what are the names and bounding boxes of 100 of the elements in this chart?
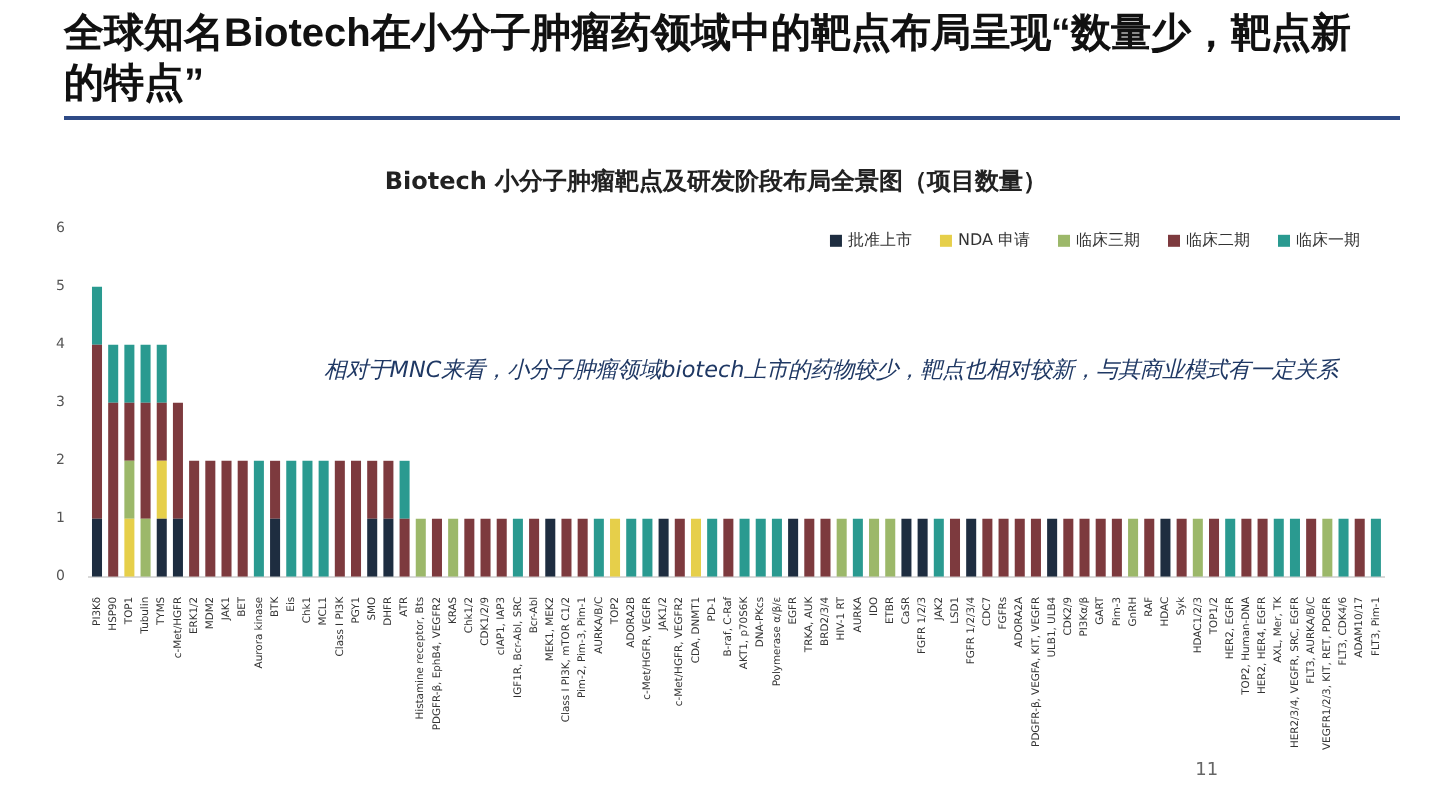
bar: [1095, 518, 1106, 577]
bar: [788, 518, 799, 577]
bar: [399, 460, 410, 519]
bar: [448, 518, 459, 577]
bar: [917, 518, 928, 577]
bar: [91, 518, 103, 577]
bar: [593, 518, 604, 577]
bar: [1014, 518, 1025, 577]
bar: [91, 344, 103, 519]
bar: [1257, 518, 1268, 577]
bar: [124, 518, 135, 577]
legend-label: 临床二期: [1186, 230, 1250, 249]
bar: [351, 460, 362, 577]
bar: [804, 518, 815, 577]
bar: [253, 460, 264, 577]
bar: [512, 518, 523, 577]
bar: [1241, 518, 1252, 577]
bar: [642, 518, 653, 577]
bar: [933, 518, 944, 577]
bar: [1370, 518, 1381, 577]
bar: [318, 460, 329, 577]
legend-label: NDA 申请: [957, 230, 1031, 249]
bar: [1063, 518, 1074, 577]
bar: [1192, 518, 1203, 577]
bar: [901, 518, 912, 577]
bar: [658, 518, 669, 577]
bar: [820, 518, 831, 577]
bar: [237, 460, 248, 577]
bar: [431, 518, 442, 577]
bar: [172, 518, 183, 577]
bar: [982, 518, 993, 577]
bar: [334, 460, 345, 577]
bar: [124, 344, 135, 403]
bar: [529, 518, 540, 577]
bar: [626, 518, 637, 577]
legend-label: 临床三期: [1076, 230, 1140, 249]
bar: [836, 518, 847, 577]
bar: [690, 518, 701, 577]
bar: [1354, 518, 1365, 577]
bar: [966, 518, 977, 577]
bar: [464, 518, 475, 577]
bar: [852, 518, 863, 577]
bar: [1079, 518, 1090, 577]
bar: [286, 460, 297, 577]
bar: [367, 518, 378, 577]
bar: [885, 518, 896, 577]
bar: [707, 518, 718, 577]
bar: [610, 518, 621, 577]
bar: [1160, 518, 1171, 577]
bar: [869, 518, 880, 577]
bar: [1111, 518, 1122, 577]
bar: [739, 518, 750, 577]
bar: [156, 344, 167, 403]
bar: [577, 518, 588, 577]
bar: [1289, 518, 1300, 577]
bar: [561, 518, 572, 577]
bar: [998, 518, 1009, 577]
bar: [302, 460, 313, 577]
bar: [221, 460, 232, 577]
bar: [140, 518, 151, 577]
bar: [270, 460, 281, 519]
bar: [172, 402, 183, 519]
bar: [108, 402, 119, 577]
bar: [755, 518, 766, 577]
bar: [1209, 518, 1220, 577]
chart-title: 全球知名Biotech在小分子肿瘤药领域中的靶点布局呈现“数量少，靶点新的特点”: [64, 10, 1400, 120]
bar: [270, 518, 281, 577]
bar: [205, 460, 216, 577]
bar: [545, 518, 556, 577]
bar: [415, 518, 426, 577]
chart-subtitle: Biotech 小分子肿瘤靶点及研发阶段布局全景图（项目数量）: [384, 166, 1048, 195]
bar: [480, 518, 491, 577]
bar: [140, 402, 151, 519]
bar: [1030, 518, 1041, 577]
legend-label: 临床一期: [1296, 230, 1360, 249]
bar: [156, 518, 167, 577]
bar: [1322, 518, 1333, 577]
bar: [496, 518, 507, 577]
bar: [1128, 518, 1139, 577]
bar: [140, 344, 151, 403]
bar: [949, 518, 961, 577]
bar: [189, 460, 200, 577]
legend-label: 批准上市: [847, 230, 912, 249]
bar: [1273, 518, 1284, 577]
bar: [1176, 518, 1187, 577]
bar: [156, 460, 167, 519]
bar: [367, 460, 378, 519]
bar: [1306, 518, 1317, 577]
bar: [771, 518, 782, 577]
bar: [1338, 518, 1349, 577]
text: 11: [1195, 760, 1219, 781]
bar: [124, 460, 135, 519]
bar: [1047, 518, 1058, 577]
bar: [91, 286, 103, 345]
bar: [124, 402, 135, 461]
bar: [156, 402, 167, 461]
bar: [674, 518, 685, 577]
bar: [383, 518, 394, 577]
bar: [399, 518, 410, 577]
bar: [108, 344, 119, 403]
